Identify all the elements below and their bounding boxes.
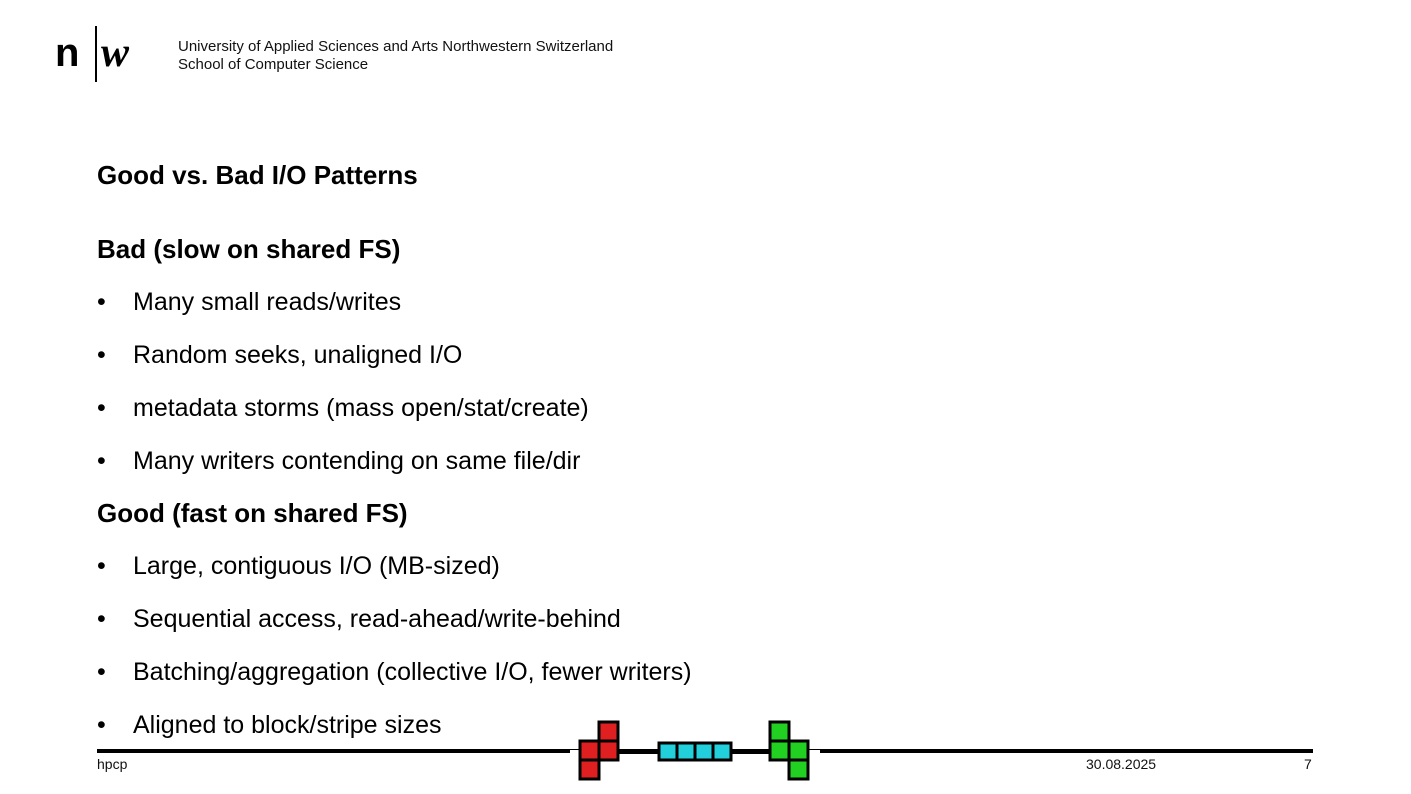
bullet: •	[97, 341, 106, 369]
institution-name: University of Applied Sciences and Arts …	[178, 38, 613, 74]
slide-title: Good vs. Bad I/O Patterns	[97, 160, 418, 190]
footer-course: hpcp	[97, 756, 128, 772]
cyan-tetromino	[657, 741, 733, 762]
green-tetromino	[768, 720, 810, 781]
bad-heading: Bad (slow on shared FS)	[97, 234, 401, 264]
red-tetromino	[578, 720, 620, 781]
svg-text:n: n	[55, 31, 79, 75]
fhnw-logo: n w	[55, 26, 130, 82]
institution-line-2: School of Computer Science	[178, 56, 369, 73]
institution-line-1: University of Applied Sciences and Arts …	[178, 38, 614, 55]
bullet: •	[97, 711, 106, 739]
good-heading: Good (fast on shared FS)	[97, 498, 408, 528]
svg-text:w: w	[101, 30, 130, 76]
footer-date: 30.08.2025	[1086, 756, 1157, 772]
bullet: •	[97, 658, 106, 686]
bullet: •	[97, 394, 106, 422]
bullet: •	[97, 447, 106, 475]
bullet: •	[97, 288, 106, 316]
tetris-blocks-decoration	[570, 720, 820, 781]
page-number: 7	[1304, 756, 1312, 772]
bullet: •	[97, 552, 106, 580]
bullet: •	[97, 605, 106, 633]
